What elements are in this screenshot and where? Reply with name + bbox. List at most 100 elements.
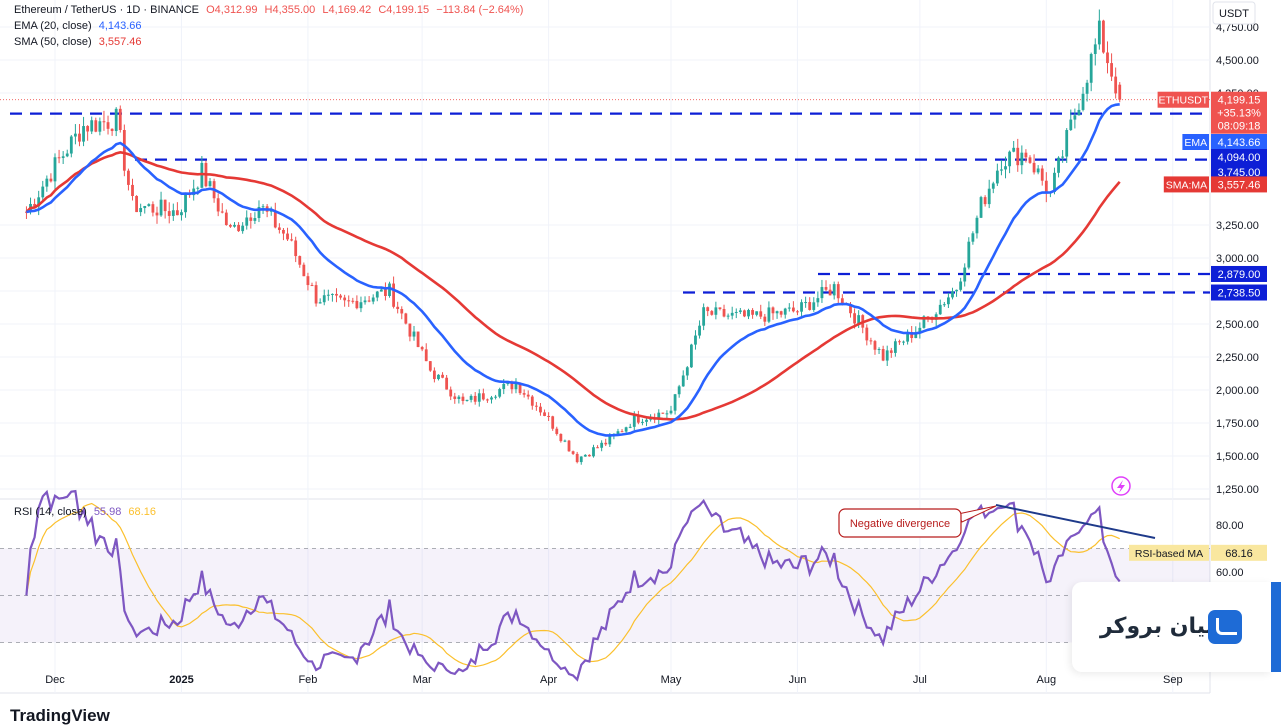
candle-body	[938, 304, 942, 315]
candle-body	[143, 205, 147, 209]
annotation-box[interactable]	[838, 508, 962, 538]
candle-body	[449, 389, 453, 397]
horizontal-levels[interactable]	[0, 99, 1210, 294]
candle-body	[57, 157, 61, 159]
candle-body	[832, 284, 836, 296]
candle-body	[714, 307, 718, 315]
candle-body	[408, 323, 412, 337]
candle-body	[645, 419, 648, 422]
candle-body	[518, 383, 522, 394]
candle-body	[131, 184, 134, 196]
candle-body	[563, 440, 567, 442]
candle-body	[991, 183, 995, 189]
rsi-lines[interactable]	[25, 489, 1121, 682]
sma-50-line	[25, 150, 1121, 421]
candle-body	[967, 241, 971, 268]
candle-body	[110, 128, 114, 132]
candle-body	[65, 153, 69, 157]
candle-body	[1106, 52, 1109, 64]
ema-legend[interactable]: EMA (20, close) 4,143.66	[14, 18, 146, 34]
price-tick-label: 2,500.00	[1216, 319, 1259, 331]
rsi-band	[0, 548, 1210, 643]
candle-body	[1110, 63, 1113, 77]
candle-body	[1069, 119, 1073, 131]
candle-body	[963, 267, 967, 282]
time-tick-label: Mar	[413, 674, 432, 686]
candle-body	[200, 162, 204, 188]
candle-body	[779, 311, 783, 315]
candle-body	[1057, 157, 1060, 173]
rsi-tag-label: RSI-based MA	[1135, 548, 1203, 560]
annotation-text: Negative divergence	[850, 518, 950, 530]
candle-body	[494, 396, 497, 398]
candle-body	[343, 297, 347, 301]
candle-body	[669, 410, 673, 414]
sma-legend[interactable]: SMA (50, close) 3,557.46	[14, 34, 146, 50]
low-value: L4,169.42	[322, 4, 372, 16]
candle-body	[775, 311, 779, 314]
candle-body	[1089, 54, 1093, 83]
candle-body	[69, 136, 73, 154]
candle-body	[298, 256, 302, 265]
time-tick-label: Apr	[540, 674, 557, 686]
candle-body	[208, 181, 212, 187]
lightning-icon-bolt	[1117, 480, 1125, 493]
candle-body	[624, 427, 628, 432]
moving-averages[interactable]	[25, 103, 1121, 437]
candle-body	[1102, 20, 1105, 53]
price-tag-value: 2,879.00	[1218, 269, 1261, 281]
candle-body	[677, 386, 681, 395]
candle-body	[363, 300, 367, 303]
candle-body	[551, 416, 555, 429]
candle-body	[922, 316, 926, 328]
ema-label: EMA (20, close)	[14, 20, 92, 32]
candle-body	[314, 285, 318, 304]
candle-body	[73, 133, 77, 137]
currency-label[interactable]: USDT	[1219, 8, 1249, 20]
candle-body	[759, 311, 763, 317]
candle-body	[461, 396, 465, 401]
candle-body	[404, 313, 408, 324]
candle-body	[220, 211, 224, 213]
candle-body	[428, 361, 432, 371]
candle-body	[706, 307, 710, 312]
tradingview-logo[interactable]: TradingView	[10, 706, 110, 725]
candle-body	[596, 447, 599, 449]
currency-box[interactable]	[1212, 1, 1256, 25]
candle-body	[710, 311, 714, 315]
rsi-legend[interactable]: RSI (14, close) 55.98 68.16	[14, 504, 160, 520]
price-tag-box	[1211, 134, 1267, 150]
candle-body	[906, 332, 910, 342]
rsi-axis[interactable]: 80.00 60.00	[1216, 520, 1244, 579]
candle-body	[351, 300, 355, 302]
candle-body	[445, 377, 449, 390]
candle-body	[1044, 180, 1048, 194]
candle-body	[951, 291, 954, 298]
candle-body	[812, 302, 816, 310]
candlesticks[interactable]	[25, 9, 1122, 465]
candle-body	[751, 309, 754, 315]
sma-value: 3,557.46	[98, 36, 142, 48]
candle-body	[61, 156, 65, 158]
price-tick-label: 4,750.00	[1216, 22, 1259, 34]
candle-body	[840, 298, 844, 304]
candle-body	[106, 122, 110, 129]
candle-body	[78, 133, 81, 142]
candle-body	[559, 433, 563, 442]
candle-body	[180, 212, 183, 216]
candle-body	[90, 120, 94, 132]
symbol-title[interactable]: Ethereum / TetherUS · 1D · BINANCE	[14, 4, 200, 16]
price-tick-label: 2,250.00	[1216, 352, 1259, 364]
candle-body	[983, 197, 987, 205]
candle-body	[384, 289, 387, 296]
candle-body	[959, 281, 963, 290]
price-tag-value: 3,557.46	[1218, 179, 1261, 191]
open-value: O4,312.99	[206, 4, 258, 16]
broker-watermark: لیان بروکر	[1072, 582, 1272, 672]
time-axis[interactable]: Dec 2025 Feb Mar Apr May Jun Jul Aug Sep	[45, 674, 1182, 686]
divergence-line[interactable]	[995, 504, 1156, 539]
candle-body	[282, 229, 285, 234]
candle-body	[53, 157, 57, 182]
candle-body	[902, 341, 905, 343]
